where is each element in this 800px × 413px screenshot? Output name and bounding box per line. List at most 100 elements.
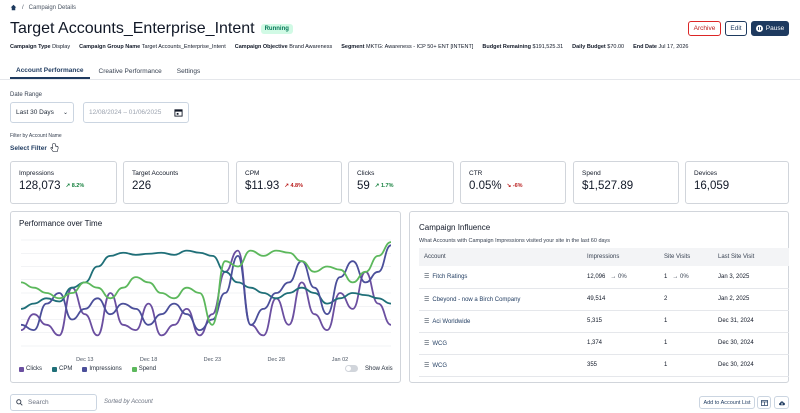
pause-button[interactable]: Pause: [751, 21, 789, 36]
account-cell: ☰ WCG: [419, 354, 582, 377]
visits-cell: 1: [659, 354, 713, 377]
last-visit-cell: Jan 3, 2025: [713, 266, 789, 289]
edit-button[interactable]: Edit: [725, 21, 747, 36]
visits-cell: 1: [659, 332, 713, 355]
column-header-impressions[interactable]: Impressions: [582, 248, 659, 266]
visits-cell: 2: [659, 288, 713, 311]
meta-daily-budget: Daily Budget $70.00: [572, 44, 625, 50]
stat-label: Clicks: [357, 170, 375, 177]
stat-change-up-negative: ↗ 4.8%: [284, 183, 304, 189]
date-range-select[interactable]: Last 30 Days ⌄: [10, 102, 74, 123]
account-link[interactable]: Cbeyond - now a Birch Company: [432, 296, 521, 303]
meta-objective: Campaign Objective Brand Awareness: [234, 44, 333, 50]
last-visit-cell: Dec 30, 2024: [713, 332, 789, 355]
stat-change-up: ↗ 1.7%: [374, 183, 394, 189]
stat-label: CTR: [469, 170, 483, 177]
show-axis-toggle[interactable]: [345, 365, 358, 372]
stat-label: Devices: [694, 170, 718, 177]
impressions-cell: 1,374: [582, 332, 659, 355]
stat-label: Spend: [582, 170, 601, 177]
series-line-spend: [20, 241, 392, 326]
meta-budget-remaining: Budget Remaining $191,525.31: [482, 44, 564, 50]
table-row: ☰ Aci Worldwide 5,315 1 Dec 31, 2024: [419, 310, 789, 333]
breadcrumb-current: Campaign Details: [28, 4, 77, 11]
x-tick-label: Dec 23: [204, 357, 221, 363]
stat-value: 0.05%: [469, 180, 502, 192]
archive-button[interactable]: Archive: [688, 21, 721, 36]
legend-item-clicks[interactable]: Clicks: [19, 366, 42, 372]
home-icon[interactable]: [10, 4, 17, 11]
stat-card-ctr: CTR 0.05% ↘ -6%: [460, 161, 566, 204]
series-line-impressions: [20, 244, 392, 331]
x-tick-label: Dec 13: [76, 357, 93, 363]
date-range-input[interactable]: 12/08/2024 – 01/06/2025: [83, 102, 189, 123]
account-link[interactable]: Fitch Ratings: [432, 274, 468, 281]
stat-label: Target Accounts: [132, 170, 179, 177]
tab-creative-performance[interactable]: Creative Performance: [98, 68, 162, 75]
calendar-icon[interactable]: [174, 108, 183, 117]
page-title-row: Target Accounts_Enterprise_Intent Runnin…: [10, 20, 293, 38]
stat-label: Impressions: [19, 170, 55, 177]
breadcrumb-separator: /: [22, 4, 24, 11]
stat-value: $1,527.89: [582, 180, 634, 192]
legend-swatch: [82, 366, 88, 372]
stat-card-cpm: CPM $11.93 ↗ 4.8%: [236, 161, 342, 204]
account-link[interactable]: WCG: [432, 362, 448, 369]
meta-segment: Segment MKTG: Awareness - ICP 50+ ENT [I…: [341, 44, 474, 50]
list-icon: ☰: [424, 318, 430, 325]
columns-button[interactable]: [757, 396, 771, 409]
column-header-site-visits[interactable]: Site Visits: [659, 248, 713, 266]
campaign-meta: Campaign Type Display Campaign Group Nam…: [10, 44, 697, 50]
table-row: ☰ WCG 355 1 Dec 30, 2024: [419, 354, 789, 377]
pause-label: Pause: [765, 25, 785, 32]
stat-value: $11.93: [245, 180, 280, 192]
account-link[interactable]: Aci Worldwide: [432, 318, 471, 325]
tab-account-performance[interactable]: Account Performance: [10, 64, 90, 79]
legend-item-cpm[interactable]: CPM: [52, 366, 72, 372]
stat-card-target-accounts: Target Accounts 226: [123, 161, 229, 204]
date-range-value: Last 30 Days: [16, 109, 54, 116]
last-visit-cell: Dec 31, 2024: [713, 310, 789, 333]
meta-campaign-type: Campaign Type Display: [10, 44, 71, 50]
date-range-label: Date Range: [10, 92, 43, 98]
hand-cursor-icon: [50, 143, 59, 152]
column-header-account[interactable]: Account: [419, 248, 582, 266]
meta-group-name: Campaign Group Name Target Accounts_Ente…: [79, 44, 226, 50]
visits-cell: 1: [659, 310, 713, 333]
list-icon: ☰: [424, 296, 430, 303]
chevron-down-icon: ⌄: [62, 110, 68, 116]
download-button[interactable]: [774, 396, 789, 409]
stat-change-up: ↗ 8.2%: [65, 183, 85, 189]
search-input[interactable]: Search: [10, 394, 97, 411]
tab-divider: [0, 79, 800, 80]
column-header-last-site-visit[interactable]: Last Site Visit: [713, 248, 789, 266]
last-visit-cell: Jan 2, 2025: [713, 288, 789, 311]
add-to-account-list-button[interactable]: Add to Account List: [699, 396, 755, 409]
select-filter-link[interactable]: Select Filter: [10, 143, 59, 153]
performance-panel: Performance over Time Dec 13 Dec 18 Dec 23…: [10, 211, 401, 383]
performance-line-chart: Dec 13 Dec 18 Dec 23 Dec 28 Jan 02: [20, 239, 392, 363]
show-axis-control[interactable]: Show Axis: [345, 365, 393, 372]
tab-settings[interactable]: Settings: [176, 68, 201, 75]
table-row: ☰ Fitch Ratings 12,096 → 0% 1 → 0% Jan 3, 2…: [419, 266, 789, 289]
legend-item-impressions[interactable]: Impressions: [82, 366, 122, 372]
stat-card-clicks: Clicks 59 ↗ 1.7%: [348, 161, 454, 204]
x-tick-label: Dec 18: [140, 357, 157, 363]
select-filter-text: Select Filter: [10, 144, 47, 152]
account-link[interactable]: WCG: [432, 340, 448, 347]
stat-card-spend: Spend $1,527.89: [573, 161, 679, 204]
chart-legend: Clicks CPM Impressions Spend: [19, 366, 156, 372]
list-icon: ☰: [424, 340, 430, 347]
account-cell: ☰ WCG: [419, 332, 582, 355]
stat-change-down: ↘ -6%: [506, 183, 523, 189]
impressions-cell: 12,096 → 0%: [582, 266, 659, 289]
stat-card-devices: Devices 16,059: [685, 161, 789, 204]
account-cell: ☰ Fitch Ratings: [419, 266, 582, 289]
legend-swatch: [131, 366, 137, 372]
trend-flat-icon: → 0%: [672, 273, 689, 280]
influence-subtitle: What Accounts with Campaign Impressions …: [419, 238, 611, 244]
visits-cell: 1 → 0%: [659, 266, 713, 289]
page-title: Target Accounts_Enterprise_Intent: [10, 20, 255, 37]
search-placeholder: Search: [28, 399, 49, 406]
legend-item-spend[interactable]: Spend: [131, 366, 156, 372]
